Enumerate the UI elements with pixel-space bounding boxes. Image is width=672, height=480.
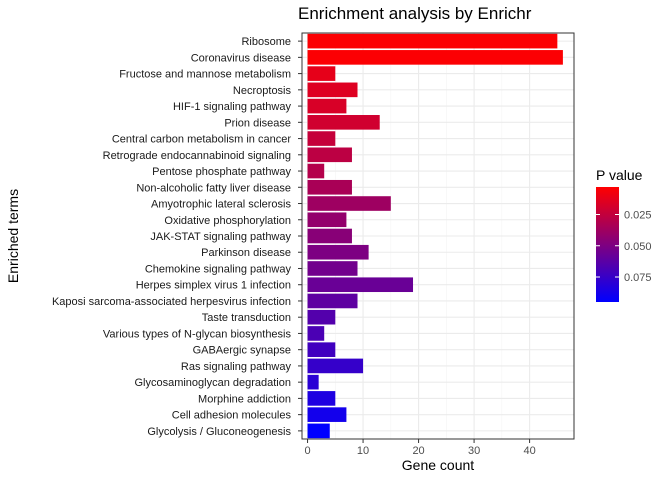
y-tick-label: Fructose and mannose metabolism (119, 69, 291, 81)
y-tick-label: Various types of N-glycan biosynthesis (103, 328, 292, 340)
y-tick-label: Amyotrophic lateral sclerosis (151, 199, 291, 211)
y-tick-label: HIF-1 signaling pathway (173, 101, 292, 113)
y-tick-label: Glycosaminoglycan degradation (134, 377, 291, 389)
bar (307, 423, 330, 439)
legend-tick-label: 0.050 (624, 241, 652, 253)
bar (307, 358, 364, 374)
legend-colorbar (596, 187, 619, 302)
bar (307, 33, 558, 49)
y-tick-label: Necroptosis (233, 85, 292, 97)
x-tick-label: 30 (468, 445, 480, 457)
bar (307, 212, 347, 228)
bar (307, 131, 336, 146)
y-tick-label: Prion disease (224, 117, 291, 129)
y-tick-label: Morphine addiction (198, 393, 291, 405)
y-tick-label: Cell adhesion molecules (172, 410, 292, 422)
y-tick-labels: Ribosome Coronavirus disease Fructose and … (52, 36, 302, 438)
y-tick-label: Retrograde endocannabinoid signaling (103, 150, 291, 162)
bar (307, 374, 319, 390)
x-tick-label: 20 (412, 445, 424, 457)
bar (307, 147, 352, 163)
y-tick-label: Taste transduction (202, 312, 291, 324)
legend-title: P value (596, 167, 643, 183)
bar (307, 244, 369, 260)
bar (307, 98, 347, 114)
y-tick-label: Glycolysis / Gluconeogenesis (147, 426, 291, 438)
bar (307, 179, 352, 195)
y-tick-label: Ribosome (241, 36, 291, 48)
bars (307, 33, 563, 439)
y-axis-title: Enriched terms (5, 189, 21, 283)
chart-title: Enrichment analysis by Enrichr (298, 4, 532, 23)
bar (307, 293, 358, 309)
x-ticks: 0 10 20 30 40 (304, 439, 536, 457)
y-tick-label: Central carbon metabolism in cancer (112, 134, 291, 146)
bar (307, 163, 325, 179)
bar (307, 115, 380, 130)
bar (307, 277, 414, 293)
bar (307, 66, 336, 81)
y-tick-label: GABAergic synapse (193, 345, 291, 357)
y-tick-label: Non-alcoholic fatty liver disease (136, 182, 291, 194)
bar (307, 407, 347, 422)
x-tick-label: 40 (523, 445, 535, 457)
x-axis-title: Gene count (402, 457, 474, 473)
legend: P value 0.025 0.050 0.075 (596, 167, 652, 302)
plot-area (301, 32, 575, 440)
bar (307, 309, 336, 325)
bar (307, 50, 563, 65)
legend-ticks: 0.025 0.050 0.075 (596, 210, 652, 284)
y-tick-label: Parkinson disease (201, 247, 291, 259)
y-tick-label: Coronavirus disease (191, 52, 291, 64)
bar (307, 261, 358, 276)
bar (307, 228, 352, 244)
y-tick-label: Ras signaling pathway (181, 361, 292, 373)
bar (307, 342, 336, 357)
bar (307, 196, 391, 211)
x-tick-label: 10 (357, 445, 369, 457)
bar (307, 326, 325, 341)
bar (307, 82, 358, 98)
bar (307, 391, 336, 406)
y-tick-label: Pentose phosphate pathway (152, 166, 291, 178)
y-tick-label: Oxidative phosphorylation (164, 215, 291, 227)
x-tick-label: 0 (304, 445, 310, 457)
y-tick-label: Herpes simplex virus 1 infection (136, 280, 291, 292)
legend-tick-label: 0.075 (624, 272, 652, 284)
y-tick-label: JAK-STAT signaling pathway (150, 231, 291, 243)
legend-tick-label: 0.025 (624, 210, 652, 222)
y-tick-label: Kaposi sarcoma-associated herpesvirus in… (52, 296, 291, 308)
y-tick-label: Chemokine signaling pathway (145, 263, 292, 275)
